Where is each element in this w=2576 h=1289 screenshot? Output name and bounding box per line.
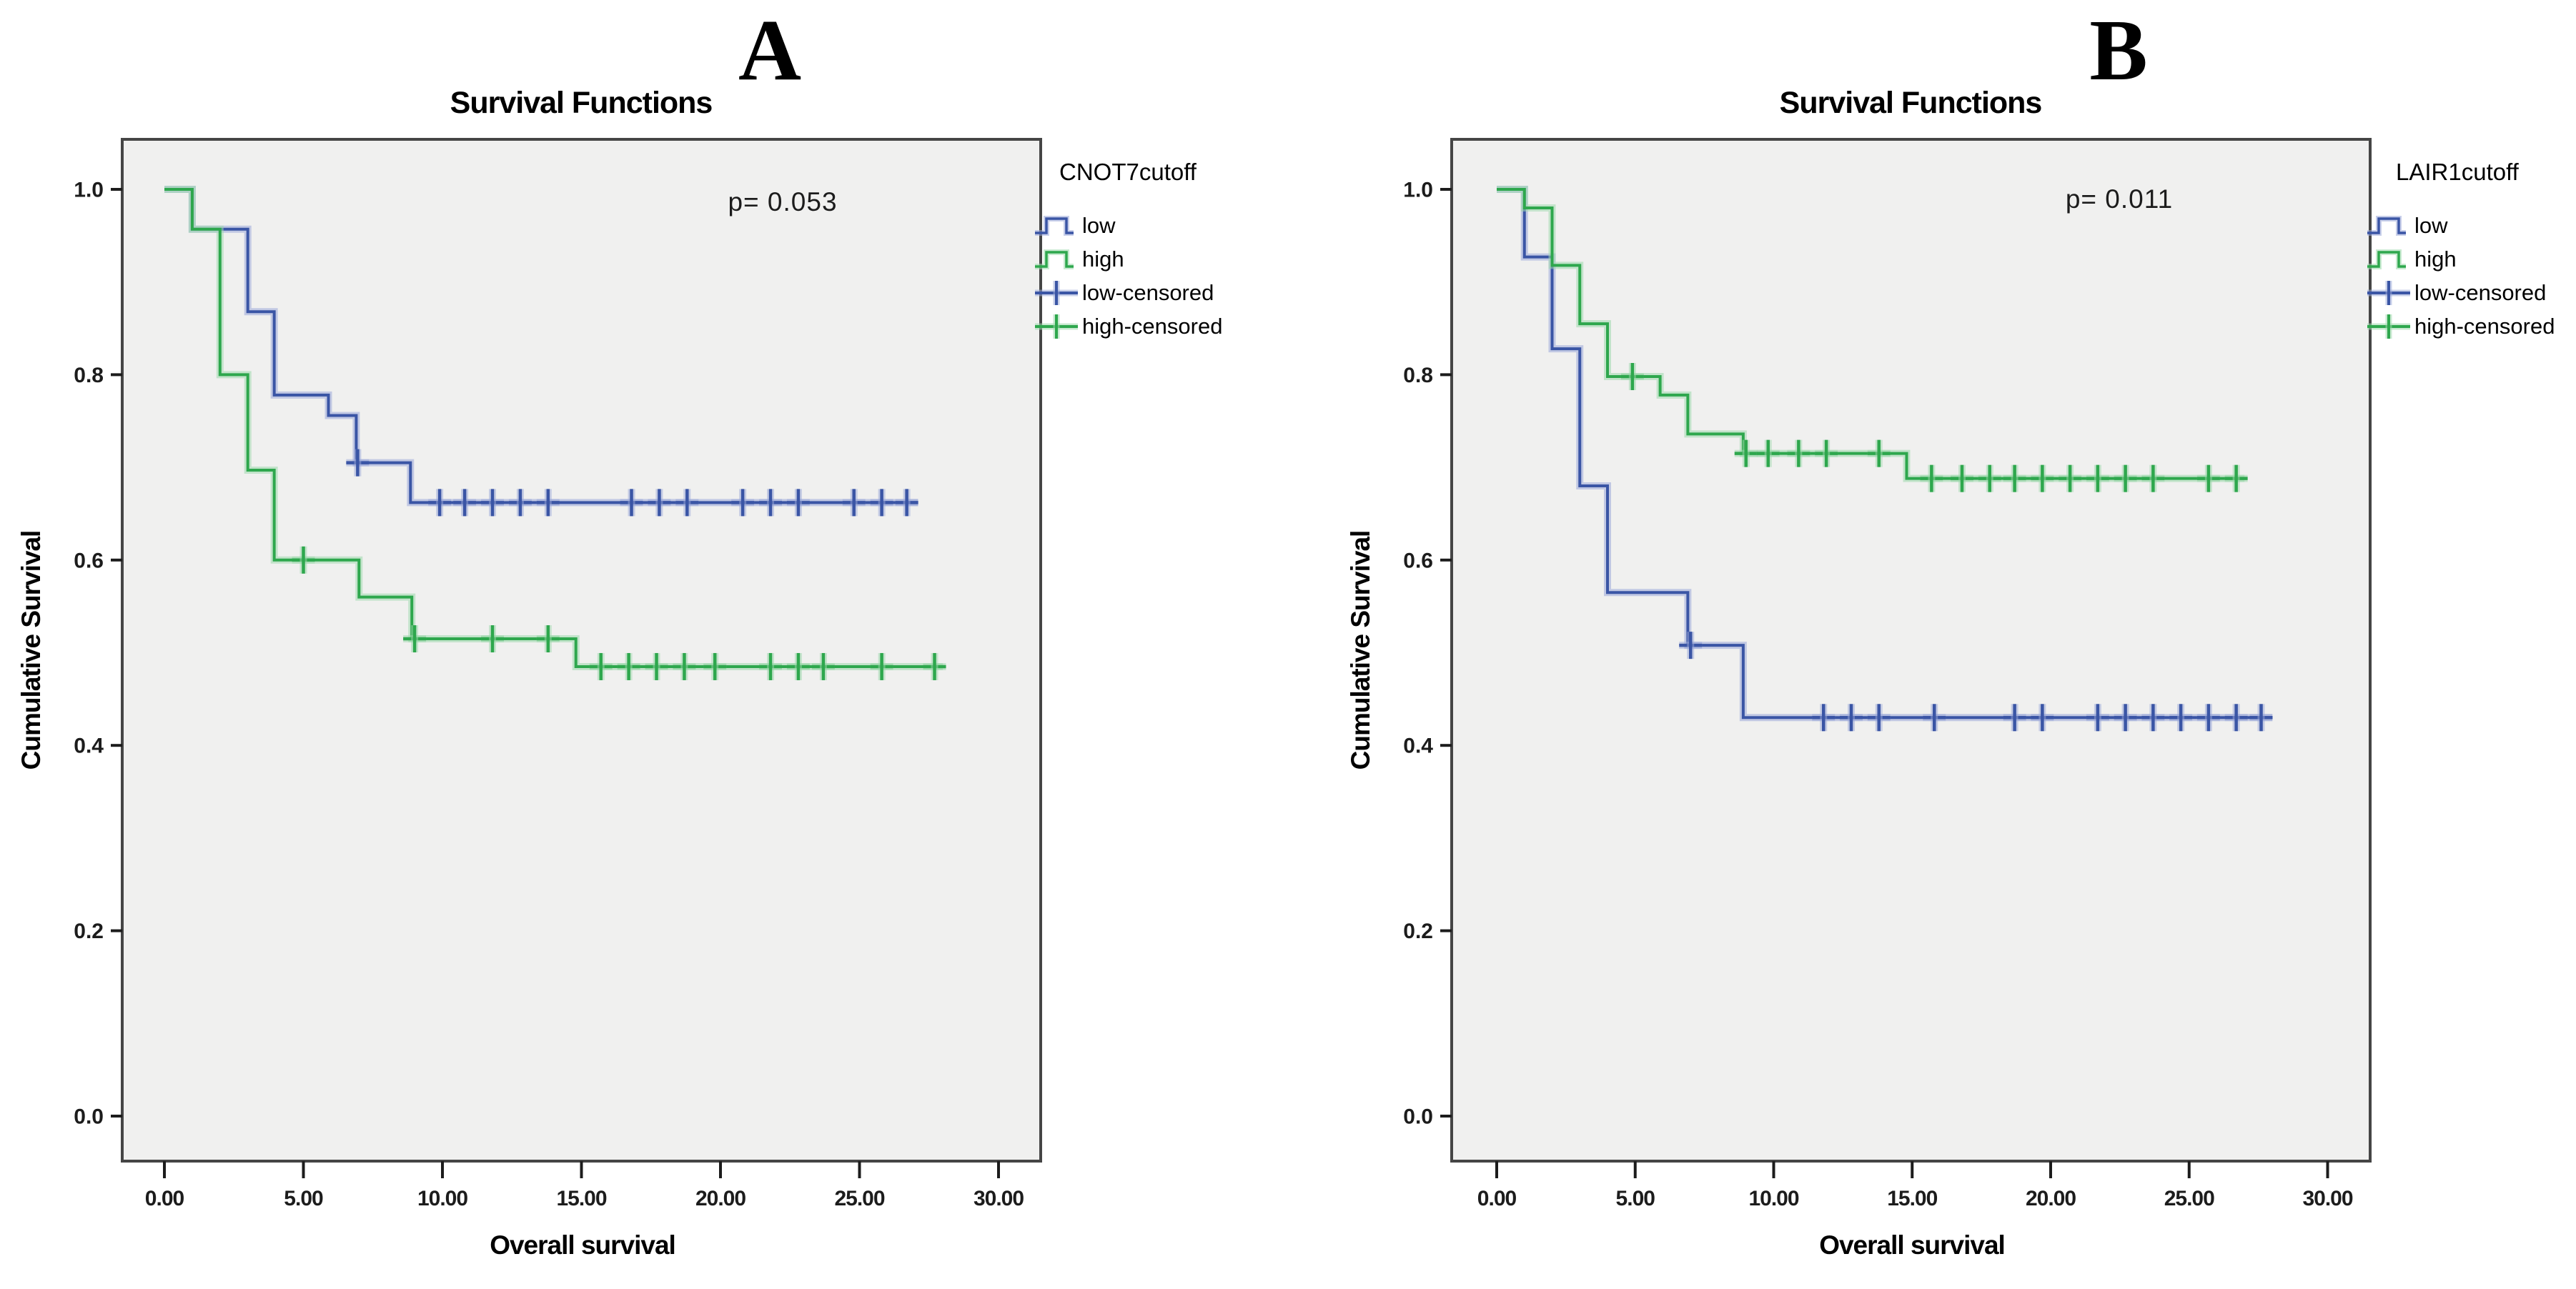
chart-title-A: Survival Functions (450, 86, 713, 120)
censor-plus-icon (2367, 280, 2410, 305)
legend-item-low-censored: low-censored (2366, 276, 2555, 309)
y-axis-title-A: Cumulative Survival (16, 530, 46, 770)
legend-item-low: low (2366, 209, 2555, 242)
y-tick-label: 1.0 (74, 179, 104, 202)
survival-plot-A: 0.0 0.2 0.4 0.6 0.8 1.0 0.00 5.00 10.00 15.00 20.0… (74, 138, 1042, 1210)
panel-letter-A: A (738, 2, 802, 99)
legend-item-label: low (2414, 213, 2448, 238)
survival-plot-B: 0.0 0.2 0.4 0.6 0.8 1.0 0.00 5.00 10.00 15.00 20.0… (1403, 138, 2372, 1210)
y-tick-label: 1.0 (1403, 179, 1433, 202)
legend-item-label: low-censored (2414, 280, 2547, 305)
y-tick-label: 0.8 (1403, 364, 1433, 387)
y-axis-title-B: Cumulative Survival (1346, 530, 1375, 770)
censor-plus-icon (2367, 314, 2410, 339)
x-tick-label: 20.00 (2026, 1187, 2076, 1210)
step-line-icon (1035, 215, 1074, 236)
legend-item-high: high (1034, 242, 1222, 276)
x-tick-label: 5.00 (284, 1187, 323, 1210)
plot-frame (1450, 138, 2372, 1163)
legend-item-low-censored: low-censored (1034, 276, 1222, 309)
step-line-icon (2367, 249, 2406, 269)
legend-item-high-censored: high-censored (1034, 309, 1222, 343)
legend-title-B: LAIR1cutoff (2396, 159, 2519, 185)
x-tick-label: 30.00 (974, 1187, 1024, 1210)
legend-item-label: low (1082, 213, 1116, 238)
step-line-icon (1035, 249, 1074, 269)
x-tick-label: 0.00 (145, 1187, 184, 1210)
x-tick-label: 10.00 (1748, 1187, 1798, 1210)
legend-item-label: low-censored (1082, 280, 1214, 305)
y-tick-label: 0.4 (74, 735, 104, 758)
censor-plus-icon (1035, 314, 1078, 339)
legend-item-label: high (2414, 247, 2457, 272)
p-value-A: p= 0.053 (728, 187, 838, 217)
step-line-icon (2367, 215, 2406, 236)
legend-B: low high low-censored high-censored (2366, 209, 2555, 343)
panel-letter-B: B (2089, 2, 2148, 99)
x-tick-label: 25.00 (834, 1187, 884, 1210)
x-tick-label: 10.00 (417, 1187, 467, 1210)
x-tick-label: 30.00 (2302, 1187, 2352, 1210)
x-tick-label: 25.00 (2164, 1187, 2214, 1210)
y-tick-label: 0.6 (1403, 549, 1433, 572)
x-tick-label: 20.00 (695, 1187, 745, 1210)
legend-item-label: high-censored (1082, 314, 1223, 339)
legend-item-low: low (1034, 209, 1222, 242)
chart-title-B: Survival Functions (1779, 86, 2043, 120)
y-tick-label: 0.0 (74, 1105, 104, 1129)
censor-plus-icon (1035, 280, 1078, 305)
km-curve-low (1497, 188, 2272, 720)
legend-title-A: CNOT7cutoff (1059, 159, 1197, 185)
legend-item-label: high-censored (2414, 314, 2555, 339)
x-tick-label: 15.00 (1887, 1187, 1937, 1210)
y-tick-label: 0.2 (74, 920, 104, 943)
x-axis-title-A: Overall survival (490, 1230, 676, 1260)
x-tick-label: 5.00 (1616, 1187, 1655, 1210)
x-tick-label: 15.00 (556, 1187, 606, 1210)
y-tick-label: 0.4 (1403, 735, 1433, 758)
x-tick-label: 0.00 (1477, 1187, 1517, 1210)
legend-item-high: high (2366, 242, 2555, 276)
legend-item-label: high (1082, 247, 1124, 272)
plot-frame (121, 138, 1042, 1163)
y-tick-label: 0.2 (1403, 920, 1433, 943)
y-tick-label: 0.8 (74, 364, 104, 387)
legend-item-high-censored: high-censored (2366, 309, 2555, 343)
y-tick-label: 0.6 (74, 549, 104, 572)
x-axis-title-B: Overall survival (1819, 1230, 2006, 1260)
y-tick-label: 0.0 (1403, 1105, 1433, 1129)
legend-A: low high low-censored high-censored (1034, 209, 1222, 343)
p-value-B: p= 0.011 (2065, 184, 2174, 214)
